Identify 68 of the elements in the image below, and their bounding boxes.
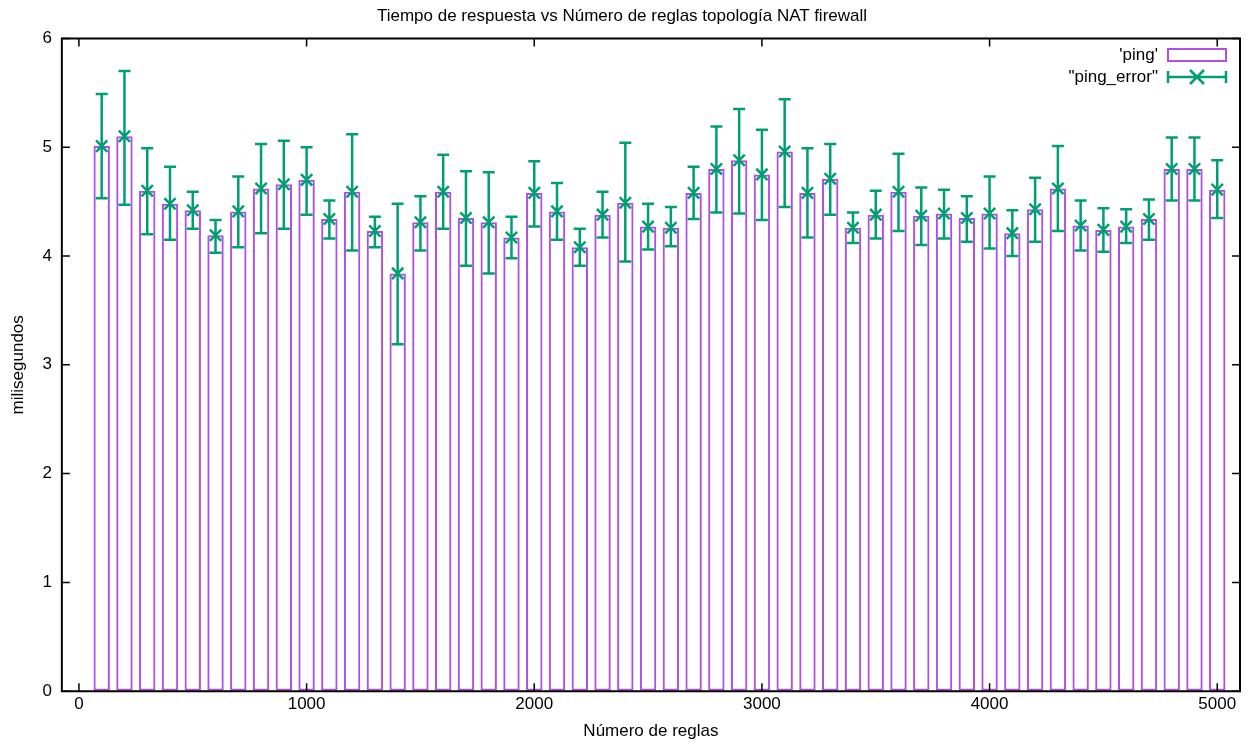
y-tick-label: 4 <box>42 245 52 265</box>
x-tick-label: 5000 <box>1198 694 1237 714</box>
point <box>618 195 633 210</box>
legend-label: "ping_error" <box>1068 67 1158 88</box>
point <box>823 171 838 186</box>
point <box>1073 218 1088 233</box>
y-tick-label: 5 <box>42 136 52 156</box>
point <box>208 228 223 243</box>
point <box>1050 181 1065 196</box>
point <box>1119 219 1134 234</box>
point <box>94 139 109 154</box>
point <box>550 204 564 219</box>
point <box>641 219 655 234</box>
point <box>163 196 177 211</box>
point <box>1028 202 1043 217</box>
point <box>436 184 451 199</box>
y-tick-label: 0 <box>42 680 52 700</box>
point <box>686 185 701 200</box>
point <box>891 184 906 199</box>
point <box>800 185 815 200</box>
x-tick-label: 4000 <box>970 694 1009 714</box>
point <box>322 212 337 226</box>
point <box>732 153 747 168</box>
y-tick-label: 6 <box>42 28 52 48</box>
y-tick-label: 3 <box>42 354 52 374</box>
x-axis-title: Número de reglas <box>583 721 719 741</box>
point <box>481 215 496 230</box>
point <box>231 204 246 219</box>
legend-label: 'ping' <box>1119 45 1158 66</box>
y-tick-label: 1 <box>42 572 52 592</box>
point <box>185 203 200 218</box>
point <box>1210 182 1225 197</box>
point <box>777 144 792 159</box>
point <box>390 266 405 281</box>
point <box>709 162 724 176</box>
point <box>1187 162 1202 176</box>
chart-title: Tiempo de respuesta vs Número de reglas topología NAT firewall <box>376 5 868 25</box>
point <box>527 185 542 200</box>
point <box>276 177 291 192</box>
point <box>504 230 519 245</box>
x-tick-label: 2000 <box>515 694 554 714</box>
point <box>572 240 587 255</box>
x-tick-label: 1000 <box>287 694 326 714</box>
y-axis-title: milisegundos <box>7 315 27 415</box>
point <box>1005 226 1020 241</box>
point <box>937 206 951 221</box>
point <box>459 211 473 225</box>
point <box>595 207 610 222</box>
point <box>755 167 769 182</box>
point <box>982 206 997 221</box>
point <box>345 184 360 199</box>
point <box>1096 222 1111 237</box>
point <box>959 211 974 225</box>
point <box>914 208 929 223</box>
point <box>299 172 314 187</box>
point <box>367 224 382 238</box>
y-tick-label: 2 <box>42 463 52 483</box>
point <box>1164 162 1179 176</box>
x-tick-label: 3000 <box>743 694 781 714</box>
point <box>140 183 155 198</box>
point <box>846 220 860 235</box>
point <box>117 129 132 144</box>
point <box>868 207 883 222</box>
point <box>254 181 268 196</box>
point <box>413 215 428 230</box>
x-tick-label: 0 <box>74 694 84 714</box>
point <box>663 220 678 235</box>
point <box>1142 212 1156 226</box>
